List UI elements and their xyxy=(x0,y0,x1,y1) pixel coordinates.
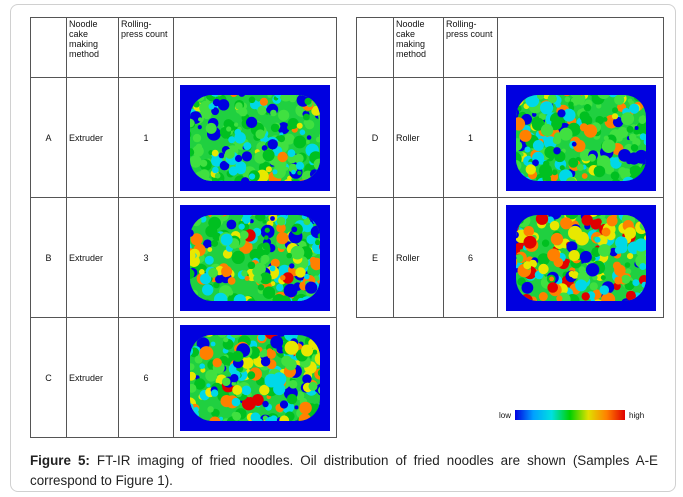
header-cell: Rolling-press count xyxy=(119,18,174,78)
header-cell xyxy=(498,18,664,78)
image-cell xyxy=(174,198,337,318)
row: B Extruder 3 xyxy=(31,198,337,318)
sample-cell: A xyxy=(31,78,67,198)
ftir-image xyxy=(506,85,656,191)
ftir-image xyxy=(180,85,330,191)
colorbar: low high xyxy=(499,410,644,420)
header-cell: Noodle cake making method xyxy=(67,18,119,78)
colorbar-gradient xyxy=(515,410,625,420)
method-cell: Extruder xyxy=(67,78,119,198)
row: C Extruder 6 xyxy=(31,318,337,438)
caption: Figure 5: FT-IR imaging of fried noodles… xyxy=(30,451,658,491)
count-cell: 1 xyxy=(119,78,174,198)
page: Noodle cake making method Rolling-press … xyxy=(0,0,683,497)
header-cell xyxy=(357,18,394,78)
image-cell xyxy=(174,78,337,198)
image-cell xyxy=(174,318,337,438)
right-table: Noodle cake making method Rolling-press … xyxy=(356,17,664,318)
method-cell: Roller xyxy=(394,78,444,198)
caption-text: FT-IR imaging of fried noodles. Oil dist… xyxy=(30,453,658,488)
colorbar-high: high xyxy=(629,411,644,420)
count-cell: 6 xyxy=(444,198,498,318)
image-cell xyxy=(498,198,664,318)
method-cell: Extruder xyxy=(67,318,119,438)
left-table: Noodle cake making method Rolling-press … xyxy=(30,17,337,438)
sample-cell: E xyxy=(357,198,394,318)
colorbar-low: low xyxy=(499,411,511,420)
sample-cell: C xyxy=(31,318,67,438)
row: E Roller 6 xyxy=(357,198,664,318)
caption-label: Figure 5: xyxy=(30,453,90,468)
method-cell: Extruder xyxy=(67,198,119,318)
header-row: Noodle cake making method Rolling-press … xyxy=(357,18,664,78)
ftir-image xyxy=(180,325,330,431)
ftir-image xyxy=(506,205,656,311)
count-cell: 6 xyxy=(119,318,174,438)
count-cell: 1 xyxy=(444,78,498,198)
header-cell: Noodle cake making method xyxy=(394,18,444,78)
header-row: Noodle cake making method Rolling-press … xyxy=(31,18,337,78)
ftir-image xyxy=(180,205,330,311)
sample-cell: B xyxy=(31,198,67,318)
count-cell: 3 xyxy=(119,198,174,318)
row: D Roller 1 xyxy=(357,78,664,198)
method-cell: Roller xyxy=(394,198,444,318)
image-cell xyxy=(498,78,664,198)
row: A Extruder 1 xyxy=(31,78,337,198)
header-cell xyxy=(174,18,337,78)
header-cell: Rolling-press count xyxy=(444,18,498,78)
header-cell xyxy=(31,18,67,78)
sample-cell: D xyxy=(357,78,394,198)
